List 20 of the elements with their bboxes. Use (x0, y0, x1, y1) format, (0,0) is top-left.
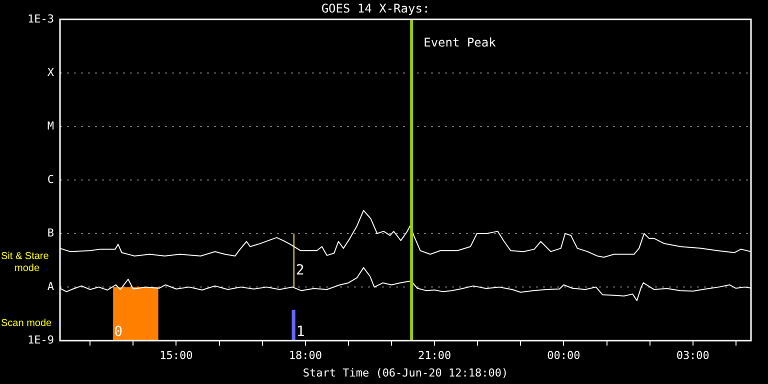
band-label: 0 (114, 324, 123, 340)
x-tick-label: 21:00 (418, 349, 452, 362)
y-tick-label: 1E-3 (28, 12, 54, 26)
text: Scan mode (1, 318, 52, 330)
chart-title: GOES 14 X-Rays: (321, 1, 430, 16)
y-tick-label: 1E-9 (28, 333, 54, 346)
annotation: 2 (296, 262, 304, 279)
ref-line-label: Event Peak (424, 36, 497, 50)
y-tick-label: M (47, 119, 54, 132)
x-axis-title: Start Time (06-Jun-20 12:18:00) (302, 366, 508, 380)
y-tick-label: C (47, 172, 54, 186)
y-tick-label: X (47, 66, 54, 79)
x-tick-label: 03:00 (676, 349, 710, 362)
x-tick-label: 15:00 (160, 349, 193, 362)
x-tick-label: 00:00 (547, 349, 580, 362)
y-tick-label: B (47, 226, 54, 240)
text: Sit & Stare mode (1, 251, 50, 274)
x-tick-label: 18:00 (288, 349, 322, 362)
y-tick-label: A (47, 280, 54, 293)
band-label: 1 (296, 324, 305, 340)
